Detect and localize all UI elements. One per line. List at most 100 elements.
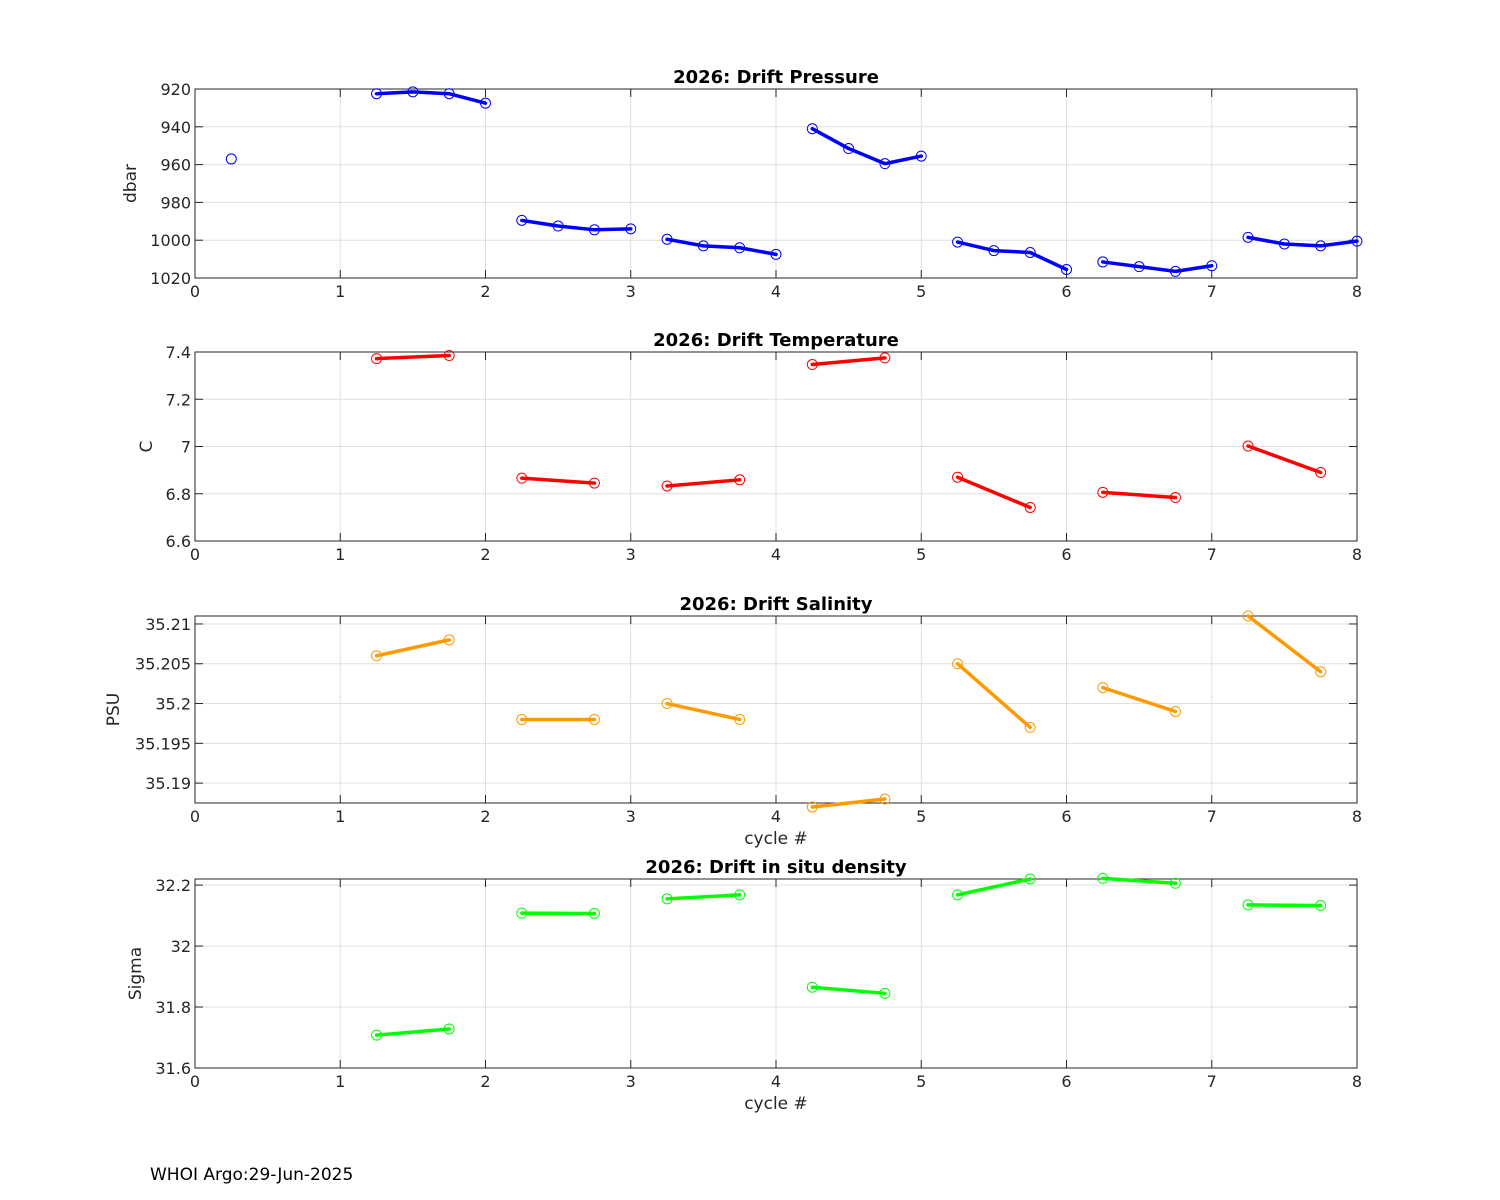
series-line-segment xyxy=(1246,903,1323,908)
data-point-marker xyxy=(661,480,673,492)
y-tick-label: 35.195 xyxy=(135,734,191,753)
data-point-marker xyxy=(407,86,419,98)
subplot-2: 0 1 2 3 4 5 6 7 8 6.6 6.8 7 7.2 7.4 2026: Drift Temper… xyxy=(137,330,1362,564)
data-point-marker xyxy=(1097,872,1109,884)
data-point-marker xyxy=(1024,721,1036,733)
data-point-marker xyxy=(1278,238,1290,250)
data-point-marker xyxy=(806,359,818,371)
data-point-marker xyxy=(1206,260,1218,272)
y-tick-label: 1020 xyxy=(150,269,191,288)
data-point-marker xyxy=(734,474,746,486)
series-line-segment xyxy=(520,218,633,232)
x-tick-label: 3 xyxy=(626,1072,636,1091)
data-point-marker xyxy=(371,353,383,365)
x-tick-label: 4 xyxy=(771,807,781,826)
data-point-marker xyxy=(1315,666,1327,678)
y-tick-label: 6.6 xyxy=(166,532,191,551)
data-point-marker xyxy=(588,224,600,236)
series-line-segment xyxy=(374,90,488,105)
y-tick-label: 920 xyxy=(160,80,191,99)
data-point-marker xyxy=(480,97,491,109)
x-tick-label: 2 xyxy=(480,545,490,564)
y-tick-label: 32.2 xyxy=(155,876,191,895)
x-axis-label: cycle # xyxy=(744,829,808,849)
data-point-marker xyxy=(879,793,891,805)
data-point-marker xyxy=(1242,899,1254,911)
data-point-marker xyxy=(1024,246,1036,258)
y-tick-label: 980 xyxy=(160,193,191,212)
y-axis-label: PSU xyxy=(104,693,124,727)
x-tick-label: 1 xyxy=(335,282,345,301)
y-tick-label: 35.2 xyxy=(155,695,191,714)
y-tick-label: 7.4 xyxy=(166,343,191,362)
x-tick-label: 8 xyxy=(1352,1072,1362,1091)
data-point-marker xyxy=(1097,486,1109,498)
data-point-marker xyxy=(661,698,673,710)
y-tick-label: 35.19 xyxy=(145,774,191,793)
data-point-marker xyxy=(225,153,237,165)
y-tick-label: 31.6 xyxy=(155,1059,191,1078)
chart-title: 2026: Drift Salinity xyxy=(679,594,872,615)
x-tick-label: 8 xyxy=(1352,545,1362,564)
data-point-marker xyxy=(588,907,600,919)
data-point-marker xyxy=(516,713,528,725)
y-tick-label: 35.205 xyxy=(135,655,191,674)
data-point-marker xyxy=(371,88,383,100)
series-line-segment xyxy=(810,797,887,809)
series-line-segment xyxy=(955,475,1032,510)
y-tick-label: 31.8 xyxy=(155,998,191,1017)
chart-title: 2026: Drift Temperature xyxy=(653,330,899,351)
series-line-segment xyxy=(1101,490,1178,500)
data-point-marker xyxy=(952,658,964,670)
x-tick-label: 7 xyxy=(1207,545,1217,564)
x-tick-label: 0 xyxy=(190,545,200,564)
data-point-marker xyxy=(1351,235,1363,247)
x-tick-label: 8 xyxy=(1352,807,1362,826)
subplot-1: 0 1 2 3 4 5 6 7 8 920 940 960 980 1000 1020 2026: Drift… xyxy=(121,67,1363,301)
y-tick-label: 32 xyxy=(171,937,191,956)
series-line-segment xyxy=(665,237,778,257)
series-line-segment xyxy=(1101,260,1214,274)
chart-title: 2026: Drift in situ density xyxy=(645,857,906,878)
x-tick-label: 2 xyxy=(480,1072,490,1091)
x-tick-label: 0 xyxy=(190,807,200,826)
x-tick-label: 5 xyxy=(916,282,926,301)
series-line-segment xyxy=(1246,614,1323,674)
series-line-segment xyxy=(810,356,887,367)
x-tick-label: 5 xyxy=(916,807,926,826)
x-tick-label: 6 xyxy=(1061,545,1071,564)
data-point-marker xyxy=(443,1023,455,1035)
chart-title: 2026: Drift Pressure xyxy=(673,67,879,88)
series-line-segment xyxy=(955,661,1032,730)
data-point-marker xyxy=(734,889,746,901)
data-point-marker xyxy=(952,471,964,483)
x-tick-label: 0 xyxy=(190,282,200,301)
data-point-marker xyxy=(879,352,891,364)
x-tick-label: 4 xyxy=(771,545,781,564)
data-point-marker xyxy=(1024,873,1036,885)
series-line-segment xyxy=(1101,876,1178,886)
x-tick-label: 8 xyxy=(1352,282,1362,301)
x-tick-label: 3 xyxy=(626,282,636,301)
data-point-marker xyxy=(806,123,818,135)
series-line-segment xyxy=(1101,685,1178,714)
x-tick-label: 4 xyxy=(771,282,781,301)
data-point-marker xyxy=(371,1029,383,1041)
data-point-marker xyxy=(734,242,746,254)
x-axis-label: cycle # xyxy=(744,1094,808,1114)
series-line-segment xyxy=(810,985,887,996)
data-point-marker xyxy=(588,713,600,725)
data-point-marker xyxy=(1169,705,1181,717)
series-line-segment xyxy=(374,1027,451,1037)
data-point-marker xyxy=(443,634,455,646)
series-line-segment xyxy=(520,476,597,485)
x-tick-label: 7 xyxy=(1207,1072,1217,1091)
data-point-marker xyxy=(1169,492,1181,504)
x-tick-label: 2 xyxy=(480,807,490,826)
x-tick-label: 1 xyxy=(335,1072,345,1091)
data-point-marker xyxy=(806,981,818,993)
data-point-marker xyxy=(443,350,455,362)
x-tick-label: 4 xyxy=(771,1072,781,1091)
y-tick-label: 35.21 xyxy=(145,615,191,634)
